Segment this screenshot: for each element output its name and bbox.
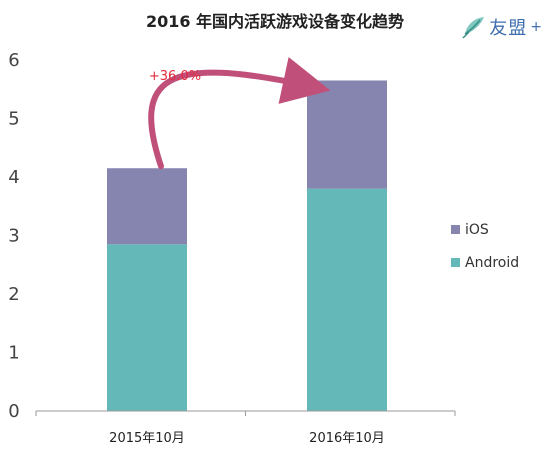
y-tick-label: 2 (8, 284, 19, 305)
y-tick-label: 0 (8, 401, 19, 422)
legend-label-ios: iOS (465, 222, 489, 238)
growth-label: +36.0% (149, 69, 201, 84)
chart-title: 2016 年国内活跃游戏设备变化趋势 (145, 12, 405, 31)
logo-plus: + (530, 19, 542, 35)
growth-arrow (148, 56, 331, 170)
legend-swatch-android (451, 258, 460, 267)
x-category-label: 2016年10月 (309, 431, 385, 446)
legend-label-android: Android (465, 255, 519, 271)
legend-swatch-ios (451, 225, 460, 234)
bar-ios (307, 80, 387, 189)
bar-android (107, 244, 187, 411)
bar-ios (107, 168, 187, 245)
y-tick-label: 6 (8, 50, 19, 71)
umeng-leaf-icon (462, 17, 485, 39)
logo-text: 友盟 (489, 18, 528, 39)
y-tick-label: 1 (8, 343, 19, 364)
x-category-label: 2015年10月 (109, 431, 185, 446)
y-tick-label: 5 (8, 109, 19, 130)
y-tick-label: 4 (8, 167, 19, 188)
y-tick-label: 3 (8, 226, 19, 247)
umeng-logo: 友盟 + (461, 14, 542, 40)
bar-android (307, 188, 387, 411)
